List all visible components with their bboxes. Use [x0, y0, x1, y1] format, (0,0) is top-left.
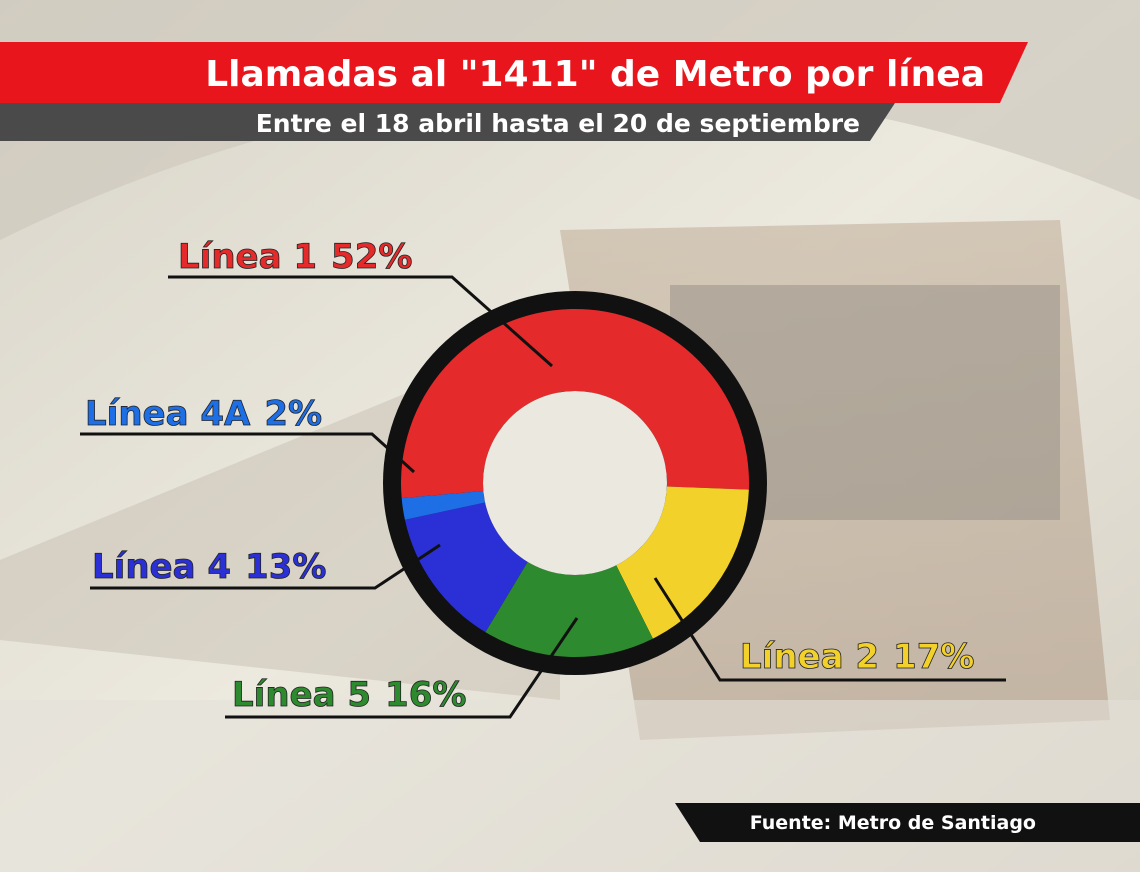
category-label: Línea 5 [232, 675, 371, 715]
value-label: 2% [264, 394, 322, 434]
leader-line [225, 617, 579, 719]
value-label: 13% [245, 547, 326, 587]
chart-subtitle: Entre el 18 abril hasta el 20 de septiem… [256, 109, 860, 138]
leader-line [90, 543, 441, 590]
slice [404, 502, 528, 633]
subtitle-banner [0, 103, 895, 141]
slice [400, 309, 749, 499]
leader-line [168, 275, 553, 368]
title-banner [0, 42, 1028, 103]
slice [485, 561, 653, 657]
category-label: Línea 2 [740, 637, 879, 677]
category-label: Línea 1 [178, 237, 317, 277]
labels: Línea 1 52% Línea 2 17% Línea 5 16% Línea 4 13%… [80, 237, 1006, 719]
platform [0, 700, 1140, 872]
source-banner [675, 803, 1140, 842]
value-label: 17% [893, 637, 974, 677]
category-label: Línea 4 [92, 547, 231, 587]
slices [400, 309, 749, 657]
value-label: 52% [331, 237, 412, 277]
chart-title: Llamadas al "1411" de Metro por línea [205, 54, 985, 95]
value-label: 16% [385, 675, 466, 715]
source: Fuente: Metro de Santiago [750, 812, 1036, 834]
slice [616, 486, 749, 639]
donut-hole [483, 391, 667, 575]
leader-line [653, 577, 1006, 682]
slice [401, 491, 486, 520]
leader-line [80, 432, 416, 474]
category-label: Línea 4A [85, 394, 251, 434]
